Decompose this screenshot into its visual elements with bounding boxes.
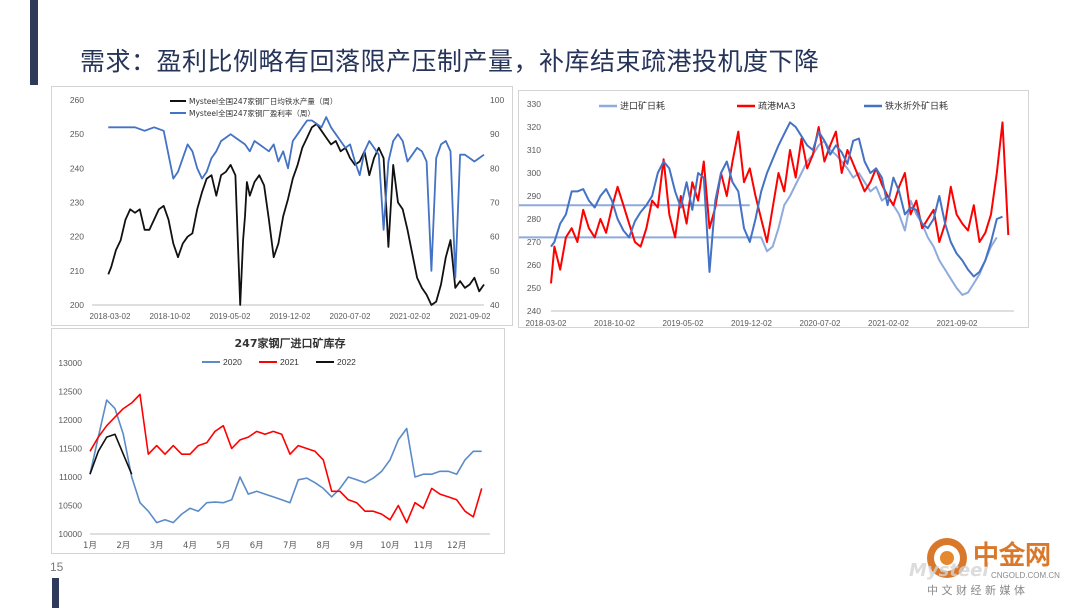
x-tick-label: 2019-12-02 <box>270 312 311 321</box>
y-tick-label: 280 <box>527 214 541 224</box>
series-line-2020 <box>89 399 482 524</box>
x-tick-label: 2018-10-02 <box>594 319 635 327</box>
y-right-tick-label: 90 <box>490 129 500 139</box>
brand-domain: CNGOLD.COM.CN <box>991 571 1060 580</box>
y-tick-label: 240 <box>527 306 541 316</box>
y-tick-label: 12000 <box>58 415 82 425</box>
x-tick-label: 7月 <box>283 541 297 551</box>
y-left-tick-label: 260 <box>70 95 84 105</box>
y-tick-label: 320 <box>527 122 541 132</box>
y-tick-label: 310 <box>527 145 541 155</box>
x-tick-label: 9月 <box>350 541 364 551</box>
y-tick-label: 13000 <box>58 358 82 368</box>
chart-ore-inventory: 247家钢厂进口矿库存 10000 10500 11000 11500 12000 1250… <box>58 336 490 551</box>
legend-label: Mysteel全国247家钢厂日均铁水产量（周） <box>189 96 337 106</box>
x-tick-label: 2018-10-02 <box>150 312 191 321</box>
legend-label: 2020 <box>223 357 242 367</box>
page-title: 需求：盈利比例略有回落限产压制产量，补库结束疏港投机度下降 <box>80 47 820 76</box>
y-tick-label: 11000 <box>59 472 82 482</box>
y-tick-label: 330 <box>527 99 541 109</box>
y-left-tick-label: 220 <box>70 232 84 242</box>
y-left-tick-label: 250 <box>70 129 84 139</box>
legend-label: 疏港MA3 <box>758 100 796 112</box>
series-line-hot-metal-output <box>107 123 485 306</box>
x-tick-label: 2019-05-02 <box>663 319 704 327</box>
chart-panel-ore-consumption: 240 250 260 270 280 290 300 310 320 330 2018-03-02… <box>518 90 1029 328</box>
y-tick-label: 250 <box>527 283 541 293</box>
x-tick-label: 2021-02-02 <box>390 312 431 321</box>
x-tick-label: 2021-09-02 <box>937 319 978 327</box>
y-left-tick-label: 230 <box>70 198 84 208</box>
x-tick-label: 1月 <box>83 541 97 551</box>
x-tick-label: 2018-03-02 <box>526 319 567 327</box>
x-tick-label: 3月 <box>150 541 164 551</box>
brand-tagline: 中 文 财 经 新 媒 体 <box>927 583 1025 597</box>
x-tick-label: 5月 <box>216 541 230 551</box>
y-tick-label: 290 <box>527 191 541 201</box>
y-left-tick-label: 240 <box>70 163 84 173</box>
x-tick-label: 2021-02-02 <box>868 319 909 327</box>
legend-label: Mysteel全国247家钢厂盈利率（周） <box>189 108 315 118</box>
chart-title: 247家钢厂进口矿库存 <box>235 336 346 350</box>
legend-label: 2021 <box>280 357 299 367</box>
watermark-overlay-text: Mysteel <box>909 560 989 581</box>
series-line-2021 <box>89 393 483 524</box>
brand-name-cn: 中金网 <box>973 540 1051 571</box>
x-tick-label: 4月 <box>183 541 197 551</box>
y-right-tick-label: 100 <box>490 95 504 105</box>
y-right-tick-label: 80 <box>490 163 500 173</box>
y-left-tick-label: 200 <box>70 300 84 310</box>
series-line-hot-metal-ore-consumption <box>550 121 1003 278</box>
accent-bar-top <box>30 0 38 85</box>
series-line-port-clearance-ma3 <box>550 121 1010 284</box>
x-tick-label: 10月 <box>380 541 399 551</box>
y-right-tick-label: 60 <box>490 232 500 242</box>
y-left-tick-label: 210 <box>70 266 84 276</box>
y-right-tick-label: 40 <box>490 300 500 310</box>
y-tick-label: 300 <box>527 168 541 178</box>
y-tick-label: 10500 <box>58 501 82 511</box>
y-tick-label: 270 <box>527 237 541 247</box>
x-tick-label: 2月 <box>116 541 130 551</box>
legend-label: 2022 <box>337 357 356 367</box>
chart-panel-ore-inventory: 247家钢厂进口矿库存 10000 10500 11000 11500 12000 1250… <box>51 328 505 554</box>
watermark-logo: Mysteel 中金网 CNGOLD.COM.CN 中 文 财 经 新 媒 体 <box>905 532 1075 604</box>
x-tick-label: 2020-07-02 <box>330 312 371 321</box>
x-tick-label: 2020-07-02 <box>800 319 841 327</box>
x-tick-label: 6月 <box>250 541 264 551</box>
accent-bar-bottom <box>52 578 59 608</box>
y-tick-label: 12500 <box>58 387 82 397</box>
series-line-2022 <box>89 433 133 475</box>
y-tick-label: 260 <box>527 260 541 270</box>
series-line-import-ore-consumption <box>519 139 998 296</box>
y-tick-label: 10000 <box>58 529 82 539</box>
y-right-tick-label: 70 <box>490 198 500 208</box>
chart-hot-metal-profit: 200 210 220 230 240 250 260 40 50 60 70 80 90 100 2018… <box>70 95 505 321</box>
x-tick-label: 8月 <box>316 541 330 551</box>
x-tick-label: 12月 <box>447 541 466 551</box>
x-tick-label: 2019-05-02 <box>210 312 251 321</box>
y-right-tick-label: 50 <box>490 266 500 276</box>
x-tick-label: 2018-03-02 <box>90 312 131 321</box>
legend-label: 进口矿日耗 <box>620 100 665 112</box>
x-tick-label: 11月 <box>414 541 433 551</box>
chart-panel-hot-metal-profit: 200 210 220 230 240 250 260 40 50 60 70 80 90 100 2018… <box>51 86 513 326</box>
x-tick-label: 2021-09-02 <box>450 312 491 321</box>
y-tick-label: 11500 <box>59 444 82 454</box>
series-line-profit-ratio <box>108 116 485 279</box>
x-tick-label: 2019-12-02 <box>731 319 772 327</box>
page-number: 15 <box>50 560 64 574</box>
legend-label: 铁水折外矿日耗 <box>885 100 948 112</box>
chart-ore-consumption: 240 250 260 270 280 290 300 310 320 330 2018-03-02… <box>519 99 1014 327</box>
